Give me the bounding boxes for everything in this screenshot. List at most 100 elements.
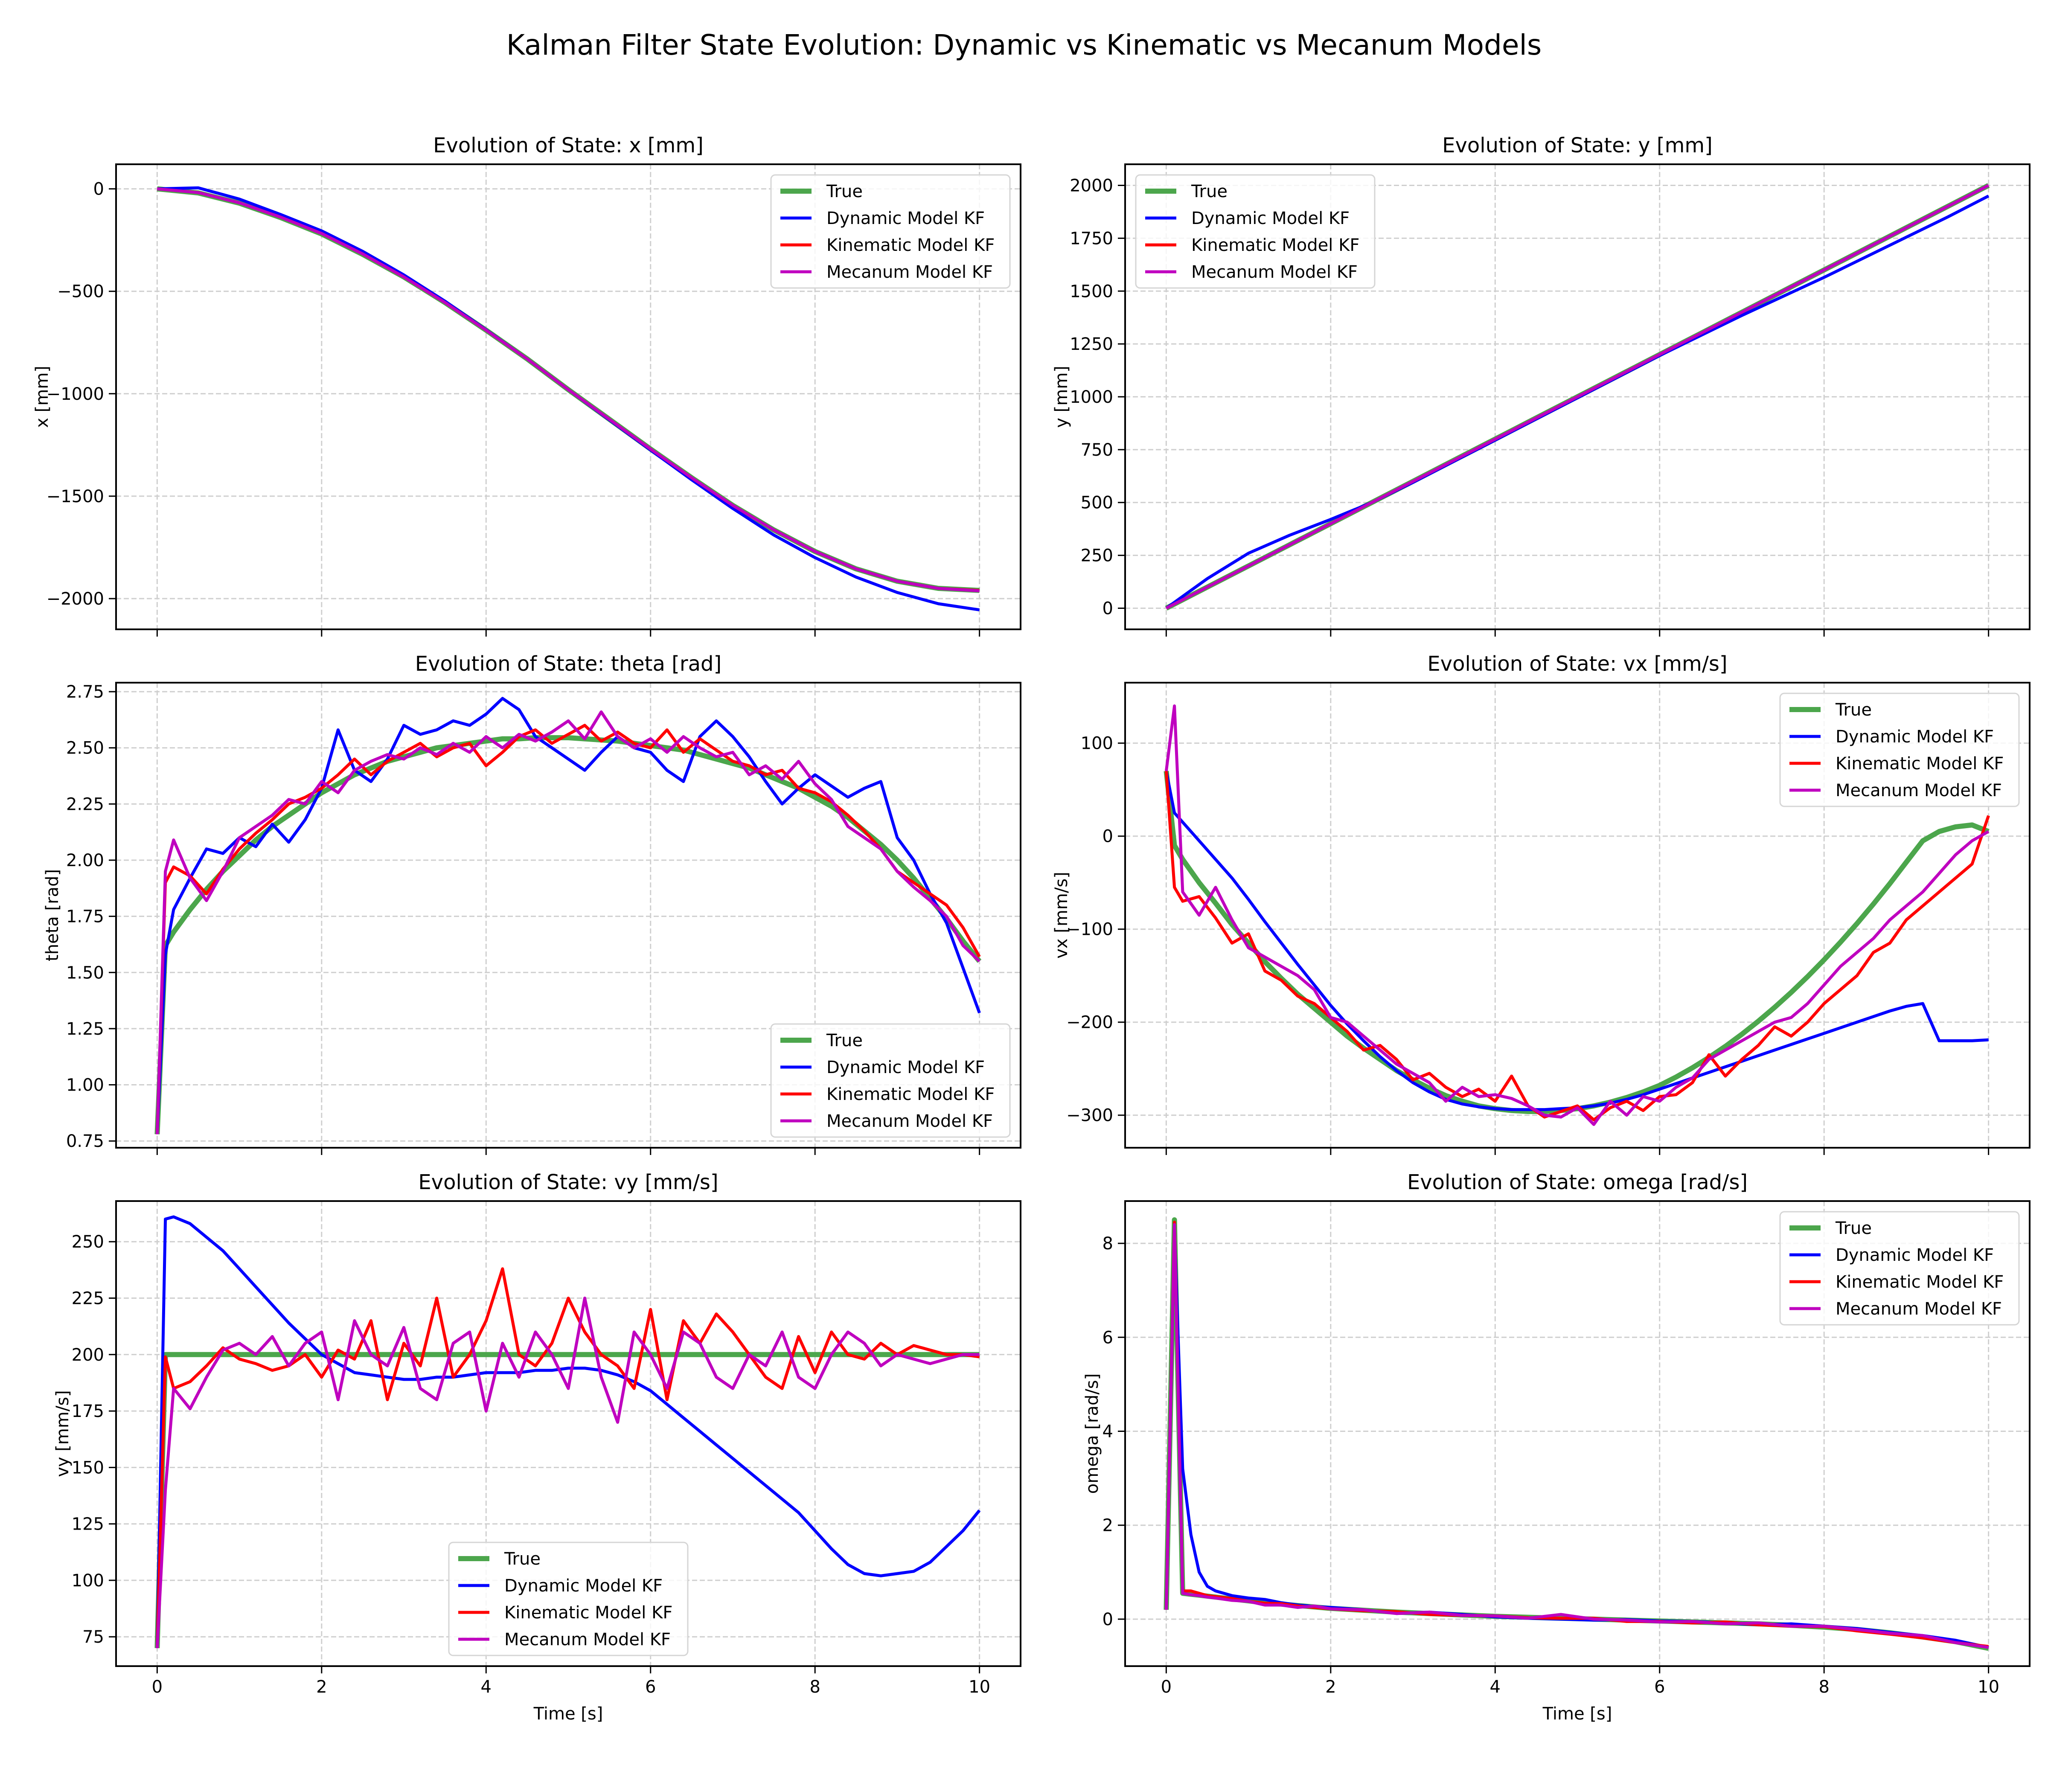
legend-label-kinematic-model-kf: Kinematic Model KF <box>826 236 995 255</box>
legend-label-kinematic-model-kf: Kinematic Model KF <box>1836 754 2004 774</box>
legend: True Dynamic Model KF Kinematic Model KF Me… <box>770 1023 1011 1138</box>
y-tick-label: 2 <box>1103 1516 1113 1536</box>
y-tick-label: 0 <box>1103 599 1113 618</box>
y-tick-label: 2000 <box>1070 176 1113 196</box>
series-group <box>154 697 982 1135</box>
subplot-title: Evolution of State: y [mm] <box>1442 134 1713 157</box>
series-group <box>154 1215 981 1648</box>
series-line-mecanum-model-kf <box>155 710 981 1135</box>
subplot-title: Evolution of State: omega [rad/s] <box>1407 1170 1748 1194</box>
x-tick-label: 4 <box>481 1677 492 1697</box>
legend-box <box>1779 1211 2020 1326</box>
x-tick-label: 2 <box>316 1677 327 1697</box>
y-tick-label: 250 <box>72 1232 104 1252</box>
x-tick-label: 6 <box>645 1677 656 1697</box>
series-line-mecanum-model-kf <box>155 1297 980 1648</box>
legend-label-dynamic-model-kf: Dynamic Model KF <box>504 1576 663 1596</box>
y-tick-label: 750 <box>1081 440 1113 460</box>
x-tick-label: 0 <box>1161 1677 1172 1697</box>
series-line-mecanum-model-kf <box>1164 704 1990 1126</box>
subplot-title: Evolution of State: theta [rad] <box>415 652 721 676</box>
y-axis-label: vx [mm/s] <box>1052 872 1071 959</box>
y-axis-label: y [mm] <box>1052 366 1071 428</box>
y-tick-label: 75 <box>82 1627 104 1647</box>
y-tick-label: −300 <box>1066 1106 1113 1126</box>
y-tick-label: 1.25 <box>66 1019 104 1039</box>
y-tick-label: 0 <box>1103 1610 1113 1629</box>
figure-title: Kalman Filter State Evolution: Dynamic v… <box>506 29 1542 61</box>
y-tick-label: 200 <box>72 1345 104 1365</box>
x-axis-label: Time [s] <box>1542 1704 1612 1724</box>
legend-box <box>1779 692 2020 807</box>
axes-frame <box>1124 682 2031 1149</box>
legend-box <box>1135 174 1376 289</box>
legend-label-kinematic-model-kf: Kinematic Model KF <box>826 1085 995 1104</box>
legend: True Dynamic Model KF Kinematic Model KF Me… <box>1779 1211 2020 1326</box>
legend-box <box>770 1023 1011 1138</box>
subplot-omega-rad-s: 0 2 4 6 8 10 0 2 4 6 8 Evolution of State: omega [r… <box>1082 1170 2031 1724</box>
series-group <box>1165 183 1990 611</box>
series-line-mecanum-model-kf <box>157 187 980 593</box>
subplot-title: Evolution of State: vx [mm/s] <box>1427 652 1727 676</box>
y-axis-label: vy [mm/s] <box>53 1390 73 1477</box>
subplot-y-mm: 0 250 500 750 1000 1250 1500 1750 2000 Evolution … <box>1052 134 2031 637</box>
series-line-kinematic-model-kf <box>155 724 981 1135</box>
y-tick-label: −1500 <box>47 487 104 506</box>
legend-label-kinematic-model-kf: Kinematic Model KF <box>1191 236 1359 255</box>
y-tick-label: 1.75 <box>66 907 104 927</box>
y-tick-label: 225 <box>72 1289 104 1309</box>
legend-label-mecanum-model-kf: Mecanum Model KF <box>1191 262 1358 282</box>
subplot-theta-rad: 0.75 1.00 1.25 1.50 1.75 2.00 2.25 2.50 2.75 Evol… <box>43 652 1021 1155</box>
y-tick-label: 0.75 <box>66 1132 104 1151</box>
legend-label-dynamic-model-kf: Dynamic Model KF <box>1191 209 1350 228</box>
y-tick-label: 4 <box>1103 1422 1113 1441</box>
y-tick-label: 125 <box>72 1515 104 1534</box>
y-tick-label: 6 <box>1103 1328 1113 1347</box>
legend-label-true: True <box>826 1031 863 1050</box>
legend-box <box>448 1542 689 1656</box>
y-tick-label: 175 <box>72 1402 104 1421</box>
legend-label-dynamic-model-kf: Dynamic Model KF <box>826 209 985 228</box>
series-line-mecanum-model-kf <box>1165 184 1990 610</box>
x-tick-label: 10 <box>1978 1677 1999 1697</box>
x-tick-label: 4 <box>1490 1677 1501 1697</box>
y-axis-label: omega [rad/s] <box>1082 1373 1102 1494</box>
series-line-true <box>154 1352 980 1648</box>
y-tick-label: 1750 <box>1070 229 1113 248</box>
legend-label-true: True <box>1191 182 1228 201</box>
subplot-title: Evolution of State: x [mm] <box>433 134 704 157</box>
y-tick-label: −1000 <box>47 384 104 404</box>
legend-label-mecanum-model-kf: Mecanum Model KF <box>504 1630 671 1649</box>
y-tick-label: 2.00 <box>66 851 104 870</box>
subplot-x-mm: 0 −500 −1000 −1500 −2000 Evolution of State: … <box>32 134 1021 637</box>
y-tick-label: 1500 <box>1070 282 1113 301</box>
x-tick-label: 8 <box>809 1677 820 1697</box>
series-group <box>1164 1217 1989 1651</box>
y-tick-label: 1.00 <box>66 1076 104 1095</box>
y-tick-label: 100 <box>72 1571 104 1591</box>
subplot-title: Evolution of State: vy [mm/s] <box>418 1170 718 1194</box>
y-tick-label: 0 <box>1103 827 1113 847</box>
axes-frame <box>115 1200 1021 1667</box>
y-tick-label: 250 <box>1081 546 1113 566</box>
legend-label-mecanum-model-kf: Mecanum Model KF <box>1836 1299 2002 1319</box>
x-tick-label: 8 <box>1818 1677 1829 1697</box>
x-axis-label: Time [s] <box>533 1704 603 1724</box>
series-group <box>157 186 980 611</box>
y-tick-label: −500 <box>57 282 104 302</box>
legend: True Dynamic Model KF Kinematic Model KF Me… <box>1135 174 1376 289</box>
legend-label-true: True <box>826 182 863 201</box>
legend-label-mecanum-model-kf: Mecanum Model KF <box>826 262 993 282</box>
subplot-vy-mm-s: 0 2 4 6 8 10 75 100 125 150 175 200 225 250 Evolution … <box>53 1170 1021 1724</box>
legend-label-dynamic-model-kf: Dynamic Model KF <box>1836 727 1994 747</box>
legend-box <box>770 174 1011 289</box>
y-tick-label: 1.50 <box>66 963 104 983</box>
legend-label-mecanum-model-kf: Mecanum Model KF <box>826 1111 993 1131</box>
legend: True Dynamic Model KF Kinematic Model KF Me… <box>1779 692 2020 807</box>
y-axis-label: x [mm] <box>32 366 52 428</box>
y-tick-label: 8 <box>1103 1234 1113 1254</box>
legend-label-kinematic-model-kf: Kinematic Model KF <box>504 1603 672 1623</box>
y-tick-label: 500 <box>1081 493 1113 513</box>
legend-label-true: True <box>1835 700 1872 720</box>
